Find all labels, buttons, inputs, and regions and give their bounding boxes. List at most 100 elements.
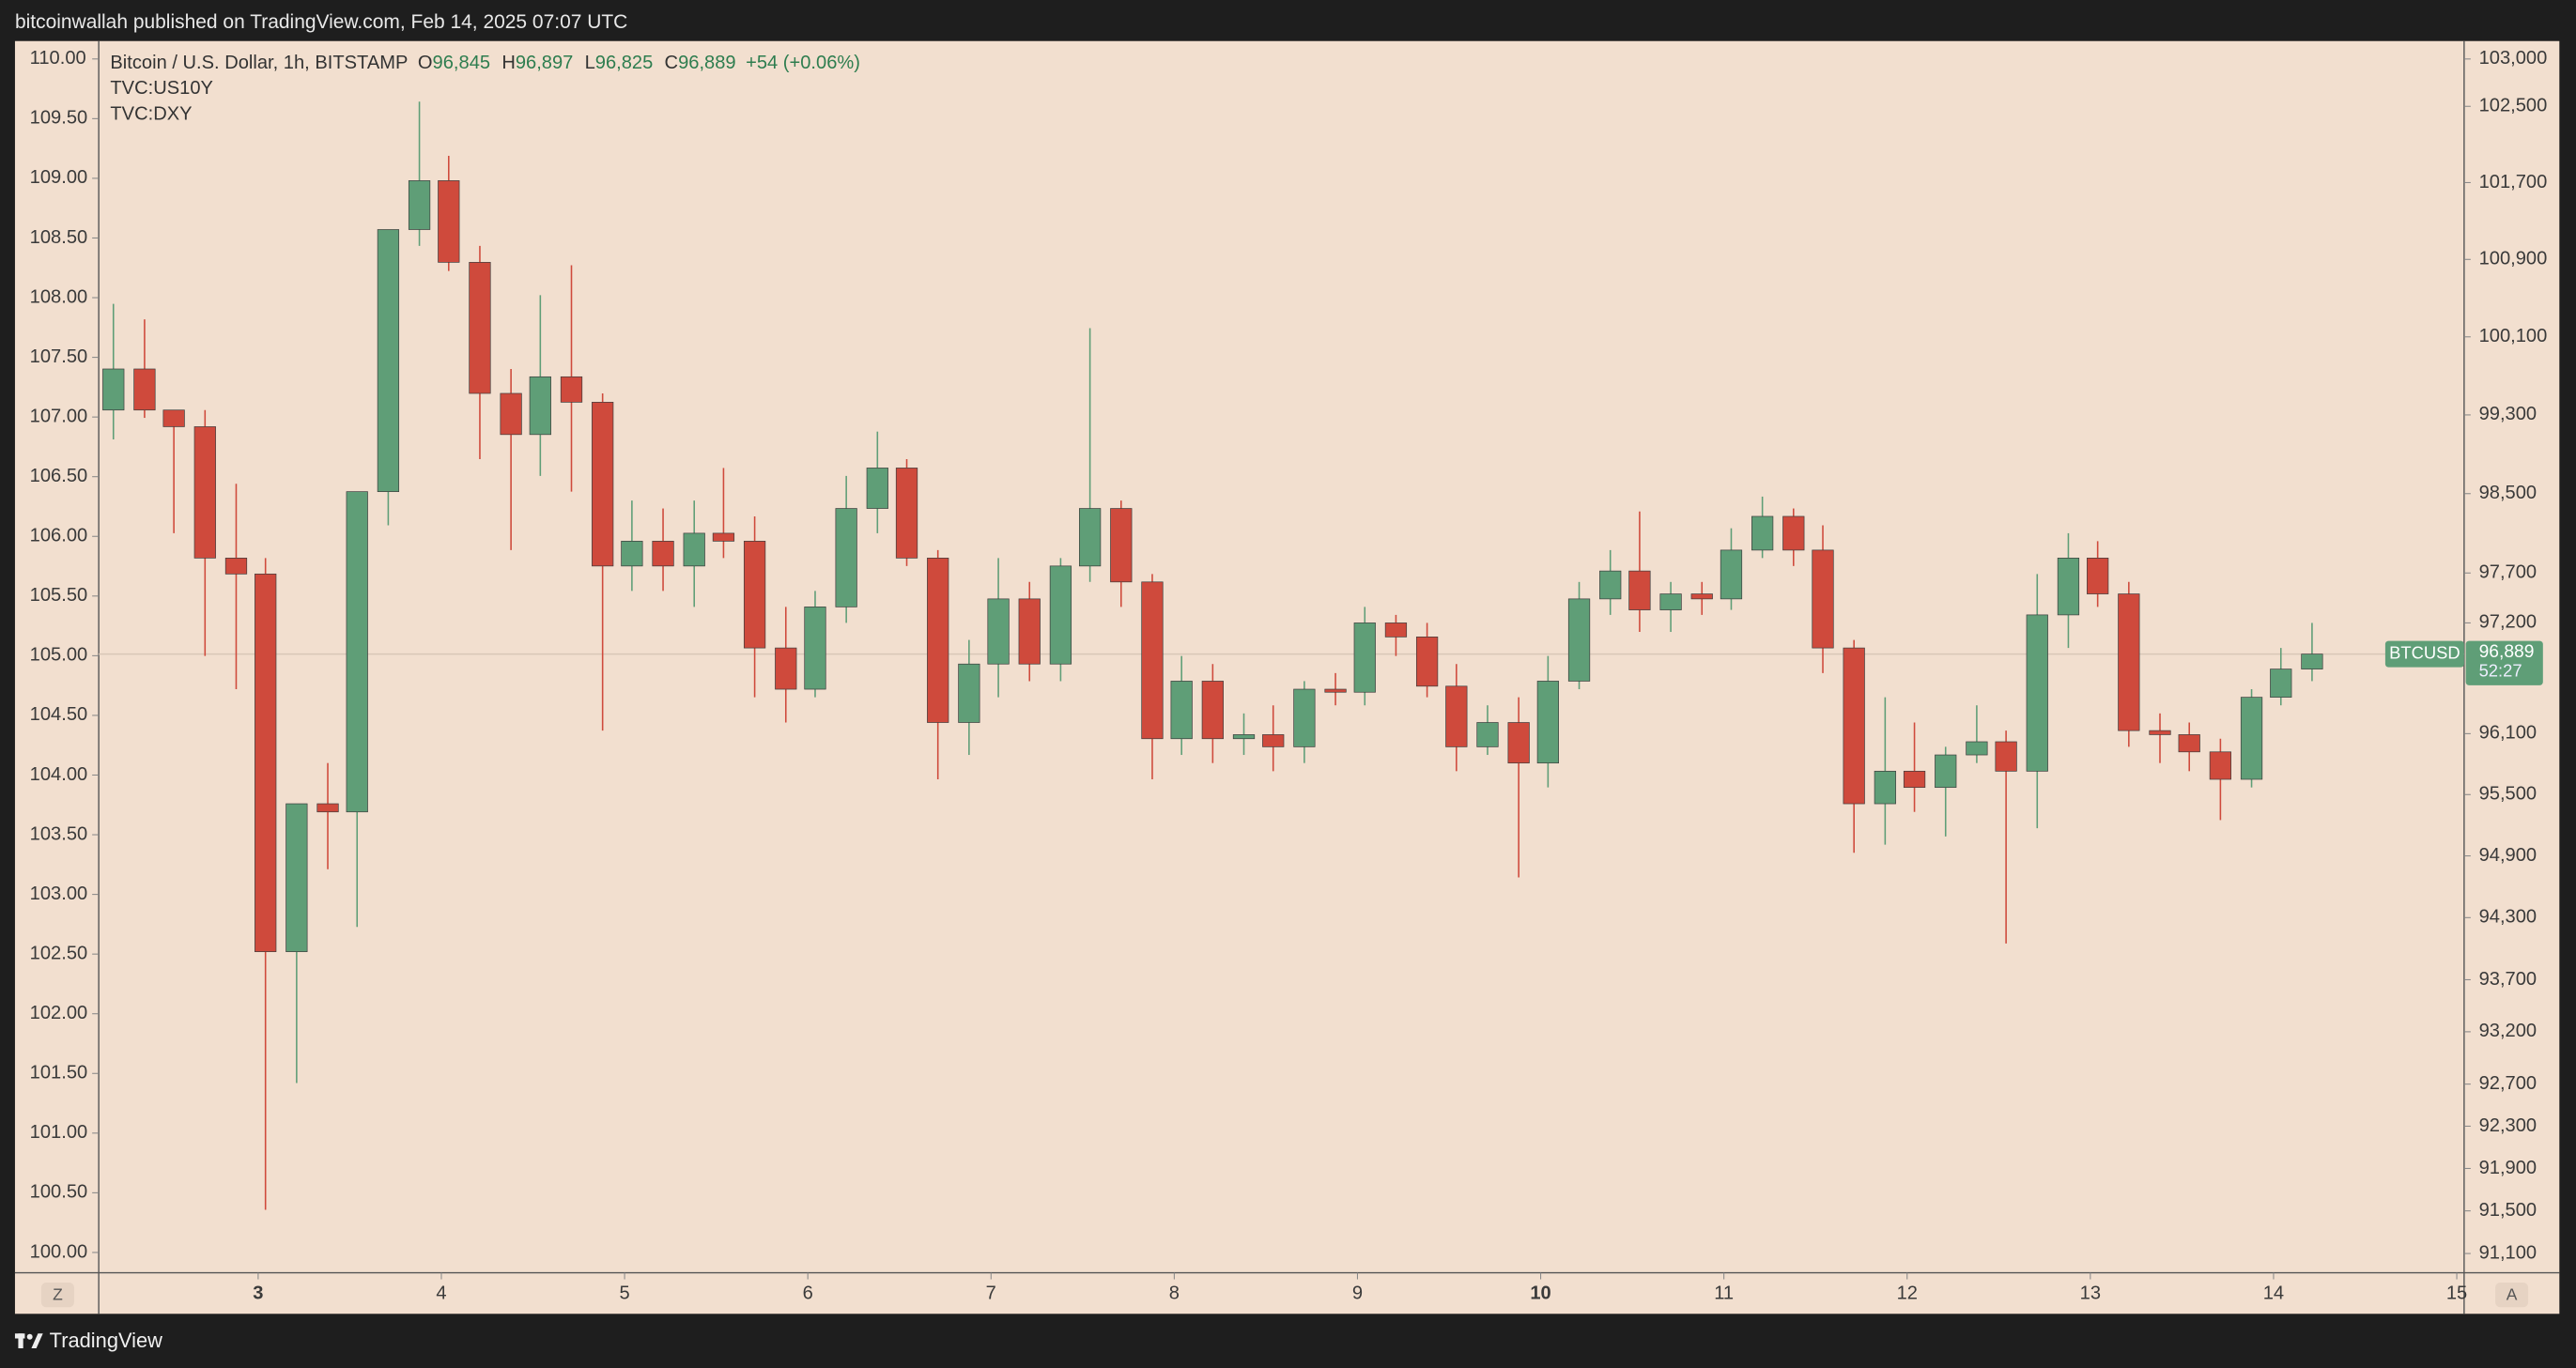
right-tick-label: 97,200 <box>2479 612 2537 633</box>
candle-body <box>1536 681 1559 764</box>
right-tick-label: 100,900 <box>2479 249 2548 269</box>
left-tick-label: 100.50 <box>30 1182 88 1203</box>
price-tag-label: 96,889 <box>2479 642 2535 662</box>
change: +54 (+0.06%) <box>746 54 860 74</box>
button-label[interactable]: A <box>2507 1285 2518 1304</box>
candle-body <box>346 491 368 813</box>
right-tick-label: 99,300 <box>2479 404 2537 424</box>
left-tick-label: 108.50 <box>30 227 88 248</box>
right-tick-label: 97,700 <box>2479 562 2537 583</box>
auto-zoom-button[interactable] <box>40 1283 74 1308</box>
x-tick-label: 12 <box>1897 1283 1918 1304</box>
x-tick-label: 14 <box>2263 1283 2284 1304</box>
overlay-label: TVC:US10Y <box>110 78 213 99</box>
candle-body <box>958 663 980 723</box>
x-tick-label: 7 <box>986 1283 996 1304</box>
candle-body <box>1201 681 1224 740</box>
ohlc: O96,845 H96,897 L96,825 C96,889 <box>418 54 736 74</box>
left-tick-label: 106.00 <box>30 526 88 546</box>
candle-body <box>1659 593 1682 610</box>
candle-body <box>1966 741 1988 756</box>
candle-body <box>895 468 918 559</box>
candle-body <box>560 376 583 403</box>
auto-scale-button[interactable] <box>2495 1283 2529 1308</box>
left-tick-label: 104.00 <box>30 764 88 785</box>
ohlc-value: 96,825 <box>595 54 654 74</box>
candle-body <box>1445 685 1468 747</box>
overlay-label: TVC:DXY <box>110 104 192 125</box>
ohlc-value: 96,845 <box>433 54 491 74</box>
candle-body <box>1903 770 1926 789</box>
right-tick-label: 100,100 <box>2479 326 2548 346</box>
candle-body <box>1599 570 1622 600</box>
right-tick-label: 92,300 <box>2479 1115 2537 1136</box>
ohlc-key: O <box>418 54 433 74</box>
left-tick-label: 105.00 <box>30 645 88 666</box>
candle-body <box>1353 623 1376 693</box>
right-tick-label: 98,500 <box>2479 483 2537 503</box>
ohlc-key: H <box>501 54 516 74</box>
x-tick-label: 5 <box>619 1283 629 1304</box>
x-tick-label: 4 <box>436 1283 446 1304</box>
left-tick-label: 109.50 <box>30 108 88 129</box>
candle-body <box>2149 730 2171 735</box>
candle-body <box>1415 637 1439 687</box>
brand-logo <box>14 1333 43 1349</box>
candle-body <box>804 607 826 690</box>
candle-body <box>1995 741 2017 772</box>
candle-body <box>162 409 185 427</box>
ohlc-key: L <box>585 54 595 74</box>
x-tick-label: 6 <box>803 1283 813 1304</box>
candle-body <box>987 598 1010 665</box>
ohlc-value: 96,889 <box>678 54 736 74</box>
candle-body <box>1232 734 1256 740</box>
legend-line: Bitcoin / U.S. Dollar, 1h, BITSTAMP O96,8… <box>110 54 860 74</box>
left-tick-label: 107.50 <box>30 346 88 367</box>
candle-body <box>529 376 551 436</box>
candle-body <box>1170 681 1193 740</box>
candle-body <box>1812 549 1834 649</box>
right-tick-label: 95,500 <box>2479 784 2537 805</box>
candle-body <box>775 647 797 690</box>
plot <box>99 101 2464 1210</box>
left-tick-label: 109.00 <box>30 167 88 188</box>
candle-body <box>835 508 857 607</box>
candle-body <box>316 803 339 813</box>
candle-body <box>1141 581 1164 740</box>
candle-body <box>2057 558 2080 616</box>
x-tick-label: 15 <box>2446 1283 2467 1304</box>
candle-body <box>2087 558 2109 594</box>
candle-body <box>1843 647 1865 805</box>
ohlc-key: C <box>665 54 679 74</box>
candle-body <box>408 180 431 230</box>
candle-body <box>1262 734 1285 747</box>
right-tick-label: 102,500 <box>2479 96 2548 116</box>
candle-body <box>927 558 949 723</box>
candle-body <box>255 573 277 952</box>
candle-body <box>592 402 614 567</box>
candle-body <box>1720 549 1743 600</box>
button-label[interactable]: Z <box>53 1285 63 1304</box>
right-tick-label: 91,900 <box>2479 1158 2537 1178</box>
x-tick-label: 3 <box>253 1283 263 1304</box>
candle-body <box>1567 598 1591 682</box>
right-tick-label: 96,100 <box>2479 723 2537 744</box>
candle-body <box>1751 515 1774 551</box>
candle-body <box>1935 754 1957 789</box>
x-tick-label: 9 <box>1352 1283 1363 1304</box>
candle-body <box>1324 688 1347 693</box>
symbol-tag-label: BTCUSD <box>2389 642 2460 662</box>
candle-body <box>1782 515 1805 551</box>
right-tick-label: 91,100 <box>2479 1242 2537 1263</box>
left-tick-label: 103.50 <box>30 823 88 844</box>
x-tick-label: 8 <box>1169 1283 1180 1304</box>
countdown: 52:27 <box>2479 661 2522 681</box>
candle-body <box>1874 770 1896 805</box>
candle-body <box>1384 623 1408 638</box>
candle-body <box>683 532 705 567</box>
x-tick-label: 10 <box>1530 1283 1550 1304</box>
right-tick-label: 103,000 <box>2479 48 2548 69</box>
candle-body <box>1507 722 1530 764</box>
price-tag <box>2465 640 2543 685</box>
